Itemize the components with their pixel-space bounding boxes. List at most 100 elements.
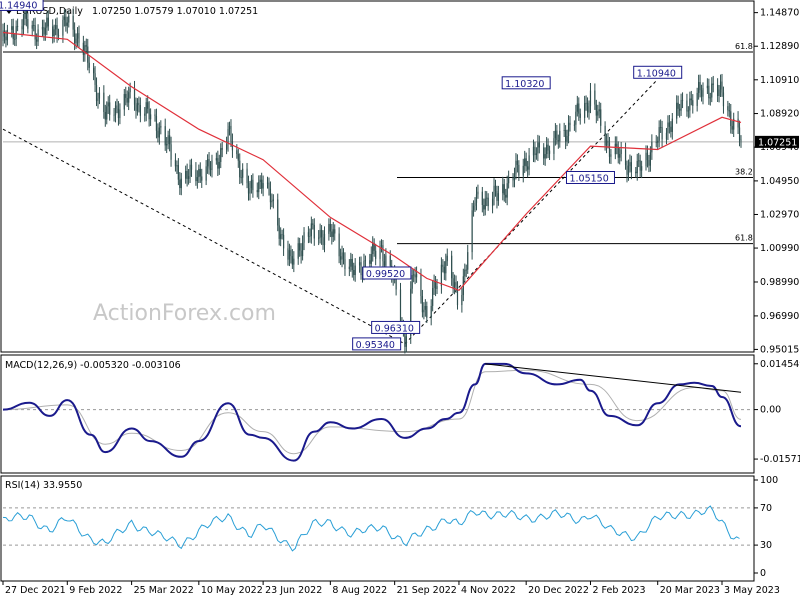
candle-body xyxy=(494,185,497,192)
price-annotation-label: 0.99520 xyxy=(366,269,405,280)
candle-body xyxy=(237,153,239,161)
candle-body xyxy=(486,197,488,199)
macd-axis-label: 0.00 xyxy=(760,405,781,416)
rsi-title: RSI(14) 33.9550 xyxy=(5,480,82,491)
candle-body xyxy=(597,111,599,116)
candle-body xyxy=(11,26,13,30)
ohlc-label: 1.07250 1.07579 1.07010 1.07251 xyxy=(92,6,258,17)
time-axis-label: 8 Aug 2022 xyxy=(332,585,387,596)
candle-body xyxy=(588,106,590,113)
candle-body xyxy=(537,142,539,154)
candle-body xyxy=(21,26,23,30)
candle-body xyxy=(565,129,567,142)
candle-body xyxy=(420,273,422,297)
price-annotation-label: 0.95340 xyxy=(356,340,395,351)
candle-body xyxy=(563,129,565,131)
candle-body xyxy=(413,274,415,276)
candle-body xyxy=(97,98,99,102)
candle-body xyxy=(617,146,619,158)
candle-body xyxy=(515,160,517,175)
macd-line xyxy=(2,362,742,462)
candle-body xyxy=(474,202,476,206)
candle-body xyxy=(170,144,172,160)
candle-body xyxy=(525,158,527,167)
candle-body xyxy=(179,179,181,189)
candle-body xyxy=(554,130,557,139)
candle-body xyxy=(430,305,432,318)
time-axis-label: 21 Sep 2022 xyxy=(397,585,457,596)
candle-body xyxy=(66,22,68,26)
candle-body xyxy=(534,146,536,156)
candle-body xyxy=(426,306,428,318)
candle-body xyxy=(138,102,140,106)
candle-body xyxy=(668,122,670,127)
price-axis-label: 0.98990 xyxy=(760,277,799,288)
price-axis-label: 1.08920 xyxy=(760,109,799,120)
candle-body xyxy=(53,29,55,37)
candle-body xyxy=(598,109,600,112)
candle-body xyxy=(452,278,454,288)
candle-body xyxy=(709,97,711,99)
macd-axis-label: -0.015712 xyxy=(760,454,800,465)
candle-body xyxy=(543,147,545,159)
candle-body xyxy=(360,262,362,275)
candle-body xyxy=(280,234,282,239)
candle-body xyxy=(281,234,283,236)
candle-body xyxy=(25,9,27,20)
candle-body xyxy=(297,243,299,259)
candle-body xyxy=(301,242,304,257)
candle-body xyxy=(266,182,269,184)
candle-body xyxy=(629,162,631,167)
candle-body xyxy=(119,109,121,119)
candle-body xyxy=(445,261,447,274)
candle-body xyxy=(610,154,612,157)
candle-body xyxy=(145,102,147,114)
candle-body xyxy=(616,143,618,147)
candle-body xyxy=(434,280,437,290)
candle-body xyxy=(299,243,301,251)
price-annotation-box xyxy=(0,0,44,11)
candle-body xyxy=(461,295,463,306)
candle-body xyxy=(136,102,139,112)
price-annotation-label: 1.10940 xyxy=(637,68,676,79)
candle-body xyxy=(410,288,412,337)
candle-body xyxy=(527,166,529,170)
candle-body xyxy=(205,166,207,181)
candle-body xyxy=(586,102,589,113)
candle-body xyxy=(624,149,627,166)
candle-body xyxy=(411,275,413,289)
candle-body xyxy=(62,19,64,36)
candle-body xyxy=(528,155,530,170)
candle-body xyxy=(144,113,146,116)
candle-body xyxy=(338,233,340,257)
candle-body xyxy=(353,270,355,276)
candle-body xyxy=(150,114,152,120)
candle-body xyxy=(546,144,548,155)
candle-body xyxy=(358,262,361,266)
candle-body xyxy=(201,176,203,181)
candle-body xyxy=(661,127,663,140)
candle-body xyxy=(556,130,558,141)
candle-body xyxy=(547,144,549,151)
candle-body xyxy=(147,102,149,109)
candle-body xyxy=(328,223,330,234)
candle-body xyxy=(261,179,263,189)
candle-body xyxy=(472,205,475,211)
candle-body xyxy=(516,160,519,165)
candle-body xyxy=(117,108,120,119)
candle-body xyxy=(84,45,86,55)
candle-body xyxy=(404,329,406,347)
candle-body xyxy=(506,183,508,198)
price-panel-frame xyxy=(0,0,755,353)
time-axis-label: 23 Jun 2022 xyxy=(265,585,322,596)
candle-body xyxy=(646,152,649,161)
candle-body xyxy=(329,223,331,232)
candle-body xyxy=(477,191,479,195)
candle-body xyxy=(167,135,169,145)
candle-body xyxy=(696,92,698,106)
candle-body xyxy=(620,149,622,155)
symbol-label: EURUSD,Daily xyxy=(16,6,83,17)
candle-body xyxy=(278,225,280,239)
fib-level-label: 61.8 xyxy=(735,42,753,51)
